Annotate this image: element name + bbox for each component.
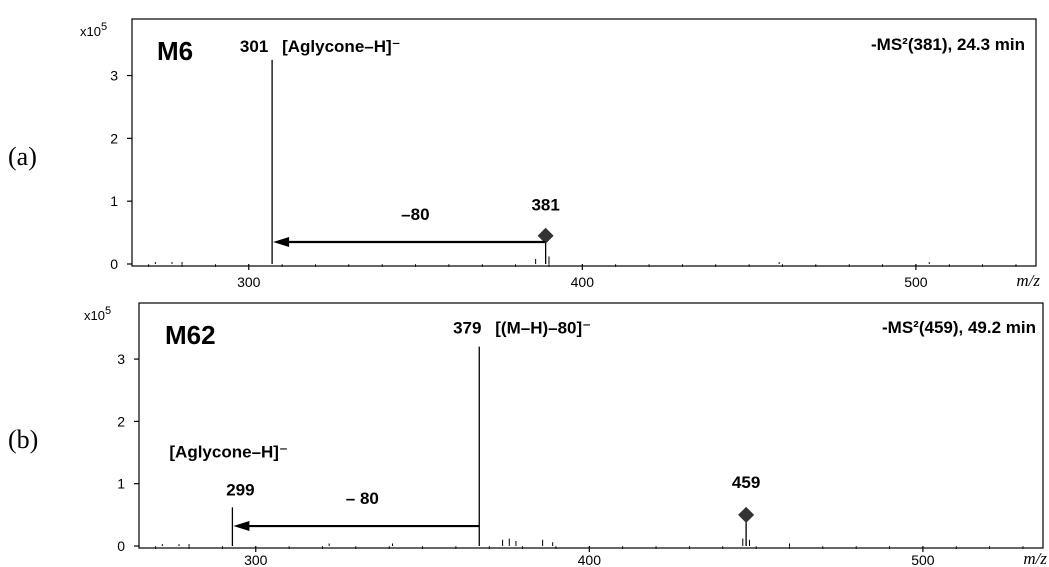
- y-tick-label: 0: [117, 538, 125, 554]
- precursor-marker: [537, 227, 554, 244]
- x-tick-label: 500: [904, 274, 928, 290]
- x-axis-label-a: m/z: [1016, 271, 1040, 290]
- compound-label-a: M6: [157, 36, 193, 66]
- x-axis-label-b: m/z: [1023, 549, 1047, 567]
- peaks-a: 301 [Aglycone–H]⁻ 381: [240, 37, 560, 264]
- minor-peaks-a: [154, 256, 930, 264]
- x-tick-label: 300: [244, 552, 268, 567]
- y-tick-label: 2: [117, 413, 125, 429]
- peak-annotation-379: [(M–H)–80]⁻: [495, 319, 591, 338]
- y-tick-label: 3: [110, 68, 118, 84]
- peak-annotation-299: [Aglycone–H]⁻: [169, 442, 288, 461]
- peak-label-299: 299: [226, 480, 254, 499]
- panel-a: (a) x105 M6 -MS²(381), 24.3 min 0 1 2 3 300 4…: [8, 18, 1040, 290]
- loss-arrow-head: [273, 237, 290, 248]
- peak-label-459: 459: [732, 473, 760, 492]
- loss-arrow-label: – 80: [346, 489, 379, 508]
- peak-label-301: 301: [240, 37, 268, 56]
- x-tick-label: 400: [571, 274, 595, 290]
- y-multiplier-a: x105: [80, 21, 107, 39]
- peaks-b: 299 [Aglycone–H]⁻ 379 [(M–H)–80]⁻ 459: [169, 319, 760, 546]
- compound-label-b: M62: [165, 320, 216, 350]
- precursor-marker: [738, 506, 755, 523]
- peak-label-381: 381: [531, 196, 559, 215]
- panel-label-a: (a): [8, 142, 37, 171]
- minor-peaks-b: [161, 538, 790, 546]
- plot-frame-b: [138, 302, 1044, 549]
- loss-arrow-b: – 80: [233, 489, 480, 532]
- plot-frame-a: [131, 18, 1037, 267]
- x-tick-label: 300: [237, 274, 261, 290]
- y-tick-label: 0: [110, 256, 118, 272]
- scan-info-a: -MS²(381), 24.3 min: [871, 35, 1025, 54]
- y-tick-label: 1: [110, 193, 118, 209]
- loss-arrow-a: –80: [273, 205, 546, 248]
- y-tick-label: 3: [117, 351, 125, 367]
- peak-annotation-301: [Aglycone–H]⁻: [282, 37, 401, 56]
- x-tick-label: 400: [578, 552, 602, 567]
- peak-label-379: 379: [453, 319, 481, 338]
- axis-ticks-a: 0 1 2 3 300 400 500: [110, 68, 1017, 290]
- scan-info-b: -MS²(459), 49.2 min: [882, 318, 1036, 337]
- y-tick-label: 2: [110, 130, 118, 146]
- panel-b: (b) x105 M62 -MS²(459), 49.2 min 0 1 2 3 300…: [8, 302, 1047, 567]
- axis-ticks-b: 0 1 2 3 300 400 500: [117, 351, 1024, 567]
- x-tick-label: 500: [911, 552, 935, 567]
- loss-arrow-head: [233, 521, 250, 532]
- panel-label-b: (b): [8, 425, 38, 454]
- y-tick-label: 1: [117, 476, 125, 492]
- loss-arrow-label: –80: [401, 205, 429, 224]
- y-multiplier-b: x105: [84, 305, 111, 323]
